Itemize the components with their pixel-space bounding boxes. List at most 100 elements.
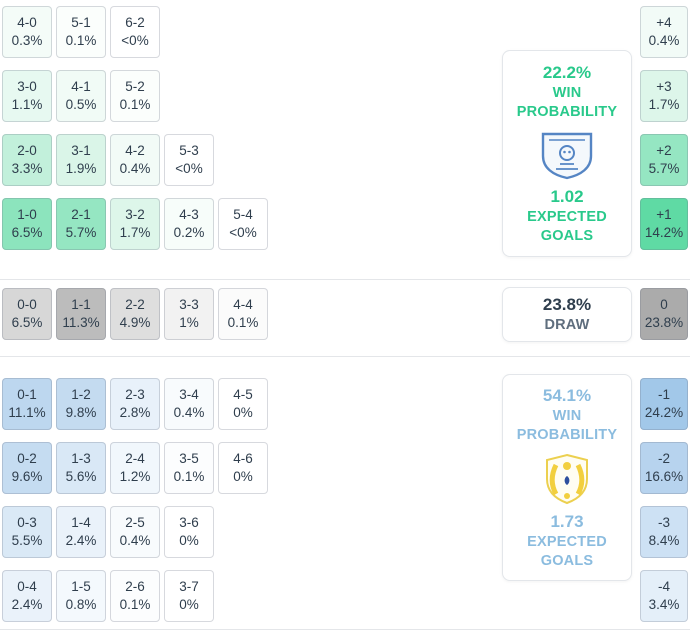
cell-score: 2-0 [17,143,37,158]
cell-probability: <0% [121,33,149,48]
cell-score: 2-6 [125,579,145,594]
draw-score-cell: 0-0 6.5% [2,288,52,340]
cell-probability: 0.2% [173,225,205,240]
away-score-cell: 1-3 5.6% [56,442,106,494]
cell-score: 0-0 [17,297,37,312]
away-expected-goals-label-line2: GOALS [540,552,594,569]
cell-probability: 1.9% [65,161,97,176]
away-score-cell: 3-4 0.4% [164,378,214,430]
home-win-label-line1: WIN [552,84,582,101]
cell-score: 1-4 [71,515,91,530]
cell-probability: 1.7% [119,225,151,240]
draw-probability-value: 23.8% [542,295,592,314]
cell-score: 2-4 [125,451,145,466]
cell-probability: 6.5% [11,225,43,240]
cell-probability: 5.7% [65,225,97,240]
cell-score: 1-0 [17,207,37,222]
cell-probability: 2.4% [65,533,97,548]
home-score-cell: 3-1 1.9% [56,134,106,186]
cell-probability: 5.6% [65,469,97,484]
cell-score: 0-2 [17,451,37,466]
draw-label: DRAW [544,317,590,333]
cell-score: 4-1 [71,79,91,94]
cell-score: 1-5 [71,579,91,594]
away-score-cell: 0-3 5.5% [2,506,52,558]
cell-score: 5-2 [125,79,145,94]
draw-score-cell: 2-2 4.9% [110,288,160,340]
cell-score: 4-3 [179,207,199,222]
cell-score: 0 [660,297,668,312]
cell-score: +4 [656,15,672,30]
cell-score: -2 [657,451,670,466]
cell-score: 5-4 [233,207,253,222]
home-score-cell: 3-0 1.1% [2,70,52,122]
cell-probability: 23.8% [644,315,684,330]
cell-probability: 1.1% [11,97,43,112]
cell-probability: 0% [179,597,199,612]
away-score-cell: 4-6 0% [218,442,268,494]
divider-home-draw [0,279,690,280]
cell-probability: 8.4% [648,533,680,548]
cell-probability: 0% [233,405,253,420]
cell-probability: 9.8% [65,405,97,420]
home-score-cell: 5-2 0.1% [110,70,160,122]
sheffield-wednesday-badge [541,132,593,179]
home-goal-diff-cell: +1 14.2% [640,198,688,250]
cell-score: -4 [657,579,670,594]
home-score-cell: 5-1 0.1% [56,6,106,58]
home-score-cell: 6-2 <0% [110,6,160,58]
away-expected-goals-value: 1.73 [550,511,584,531]
leeds-united-badge [546,453,588,504]
away-score-cell: 0-2 9.6% [2,442,52,494]
home-goal-diff-cell: +4 0.4% [640,6,688,58]
home-score-cell: 4-1 0.5% [56,70,106,122]
cell-score: 2-2 [125,297,145,312]
home-score-cell: 1-0 6.5% [2,198,52,250]
cell-score: 0-1 [17,387,37,402]
cell-score: 2-3 [125,387,145,402]
cell-score: 0-3 [17,515,37,530]
away-win-label-line2: PROBABILITY [516,426,618,443]
cell-probability: 6.5% [11,315,43,330]
cell-score: 3-3 [179,297,199,312]
away-win-label-line1: WIN [552,407,582,424]
draw-score-cell: 1-1 11.3% [56,288,106,340]
home-score-cell: 4-0 0.3% [2,6,52,58]
cell-probability: 0.4% [173,405,205,420]
away-score-cell: 2-4 1.2% [110,442,160,494]
away-win-probability-value: 54.1% [542,385,592,405]
home-win-label-line2: PROBABILITY [516,103,618,120]
draw-score-cell: 4-4 0.1% [218,288,268,340]
home-score-cell: 2-0 3.3% [2,134,52,186]
away-score-cell: 3-6 0% [164,506,214,558]
cell-probability: 5.5% [11,533,43,548]
home-goal-diff-cell: +2 5.7% [640,134,688,186]
away-score-cell: 0-4 2.4% [2,570,52,622]
cell-score: 1-1 [71,297,91,312]
cell-score: 5-3 [179,143,199,158]
cell-score: 4-5 [233,387,253,402]
home-score-cell: 5-4 <0% [218,198,268,250]
away-score-cell: 1-2 9.8% [56,378,106,430]
cell-score: 3-1 [71,143,91,158]
cell-probability: 2.4% [11,597,43,612]
cell-score: +2 [656,143,672,158]
cell-probability: 1.7% [648,97,680,112]
cell-probability: 0.4% [119,533,151,548]
cell-probability: 0% [233,469,253,484]
cell-probability: 0% [179,533,199,548]
divider-draw-away [0,356,690,357]
cell-probability: 9.6% [11,469,43,484]
home-score-cell: 3-2 1.7% [110,198,160,250]
cell-score: 3-2 [125,207,145,222]
cell-probability: 3.4% [648,597,680,612]
cell-score: 3-0 [17,79,37,94]
home-goal-diff-cell: +3 1.7% [640,70,688,122]
cell-probability: 0.5% [65,97,97,112]
home-win-panel: 22.2% WIN PROBABILITY 1.02 EXPECTED GOAL… [502,50,632,257]
cell-score: +1 [656,207,672,222]
cell-score: 4-6 [233,451,253,466]
cell-probability: 14.2% [644,225,684,240]
cell-score: 6-2 [125,15,145,30]
